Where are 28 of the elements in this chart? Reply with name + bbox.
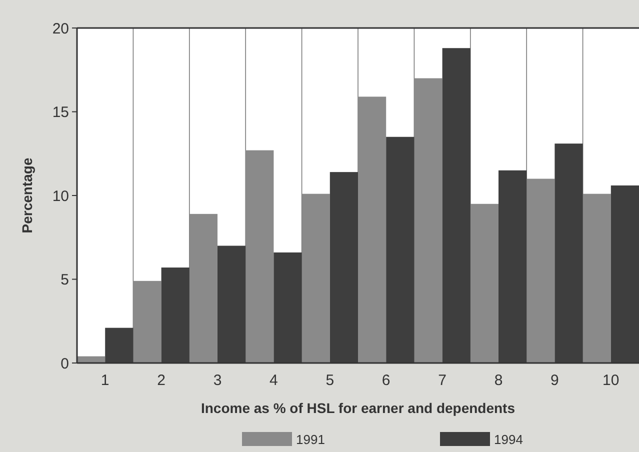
- x-tick-label: 7: [438, 372, 446, 389]
- legend-label: 1994: [494, 432, 523, 447]
- x-axis-title: Income as % of HSL for earner and dependents: [200, 400, 516, 416]
- y-tick-label: 15: [52, 104, 69, 121]
- x-tick-label: 9: [550, 372, 559, 389]
- y-axis-title: Percentage: [19, 158, 35, 234]
- y-tick-label: 0: [60, 355, 69, 372]
- bar: [470, 204, 498, 363]
- bar: [246, 150, 274, 363]
- y-tick-label: 5: [60, 272, 69, 288]
- x-tick-label: 10: [602, 372, 620, 389]
- legend-label: 1991: [296, 432, 325, 447]
- bar: [526, 178, 555, 363]
- bar: [414, 78, 442, 363]
- x-tick-label: 4: [270, 372, 278, 389]
- y-tick-label: 10: [52, 188, 69, 205]
- bar: [133, 280, 162, 363]
- bar: [302, 194, 330, 363]
- bar: [189, 214, 218, 363]
- x-tick-label: 5: [326, 372, 334, 389]
- x-tick-label: 3: [213, 372, 222, 389]
- bar: [582, 194, 611, 363]
- y-tick-label: 20: [52, 20, 69, 38]
- x-tick-label: 1: [100, 372, 110, 389]
- x-tick-label: 8: [494, 372, 503, 389]
- x-tick-label: 6: [382, 372, 390, 389]
- x-tick-label: 2: [157, 372, 166, 389]
- bar: [358, 96, 386, 363]
